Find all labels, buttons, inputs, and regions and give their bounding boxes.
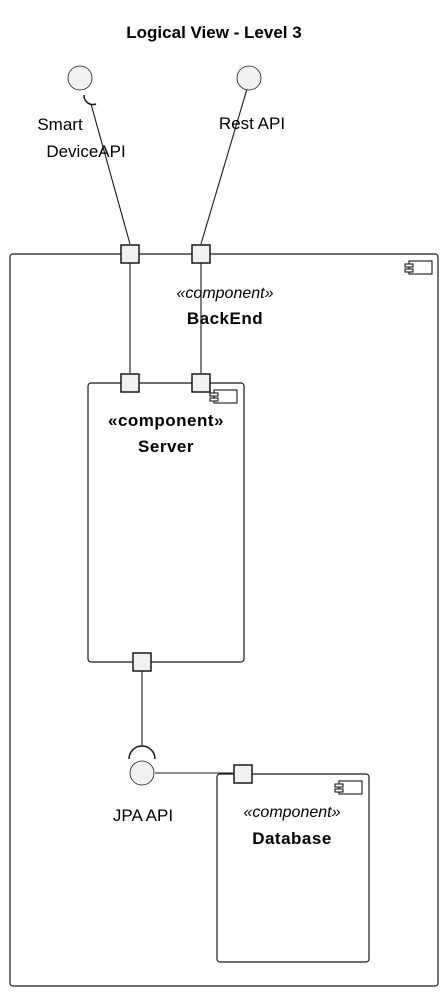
rest-api-label: Rest API [219,114,285,133]
connectors [90,88,248,774]
database-port-jpa[interactable] [233,764,253,784]
rest-api-interface[interactable] [236,65,262,91]
server-port-rest[interactable] [191,373,211,393]
backend-port-rest[interactable] [191,244,211,264]
smart-device-socket [83,94,97,106]
smart-device-api-link [90,103,131,245]
server-stereotype: «component» [108,411,224,430]
backend-port-smart-device[interactable] [120,244,140,264]
smart-device-api-label-line1: Smart [37,115,83,134]
smart-device-api-interface[interactable] [67,65,93,91]
server-port-smart-device[interactable] [120,373,140,393]
server-component-icon [209,389,238,404]
server-component[interactable]: «component» Server [87,382,245,663]
database-name: Database [252,829,332,848]
jpa-api-label: JPA API [113,806,173,825]
server-box [87,382,245,663]
server-port-jpa[interactable] [132,652,152,672]
backend-component-icon [404,260,433,275]
database-component[interactable]: «component» Database [216,773,370,963]
backend-stereotype: «component» [177,285,274,302]
backend-name: BackEnd [187,309,263,328]
database-box [216,773,370,963]
diagram-title: Logical View - Level 3 [126,23,301,42]
database-component-icon [334,780,363,795]
jpa-api-interface[interactable] [129,760,155,786]
database-stereotype: «component» [244,804,341,821]
rest-api-link [200,88,248,245]
server-name: Server [138,437,194,456]
jpa-api-socket [128,745,156,760]
smart-device-api-label-line2: DeviceAPI [46,142,125,161]
